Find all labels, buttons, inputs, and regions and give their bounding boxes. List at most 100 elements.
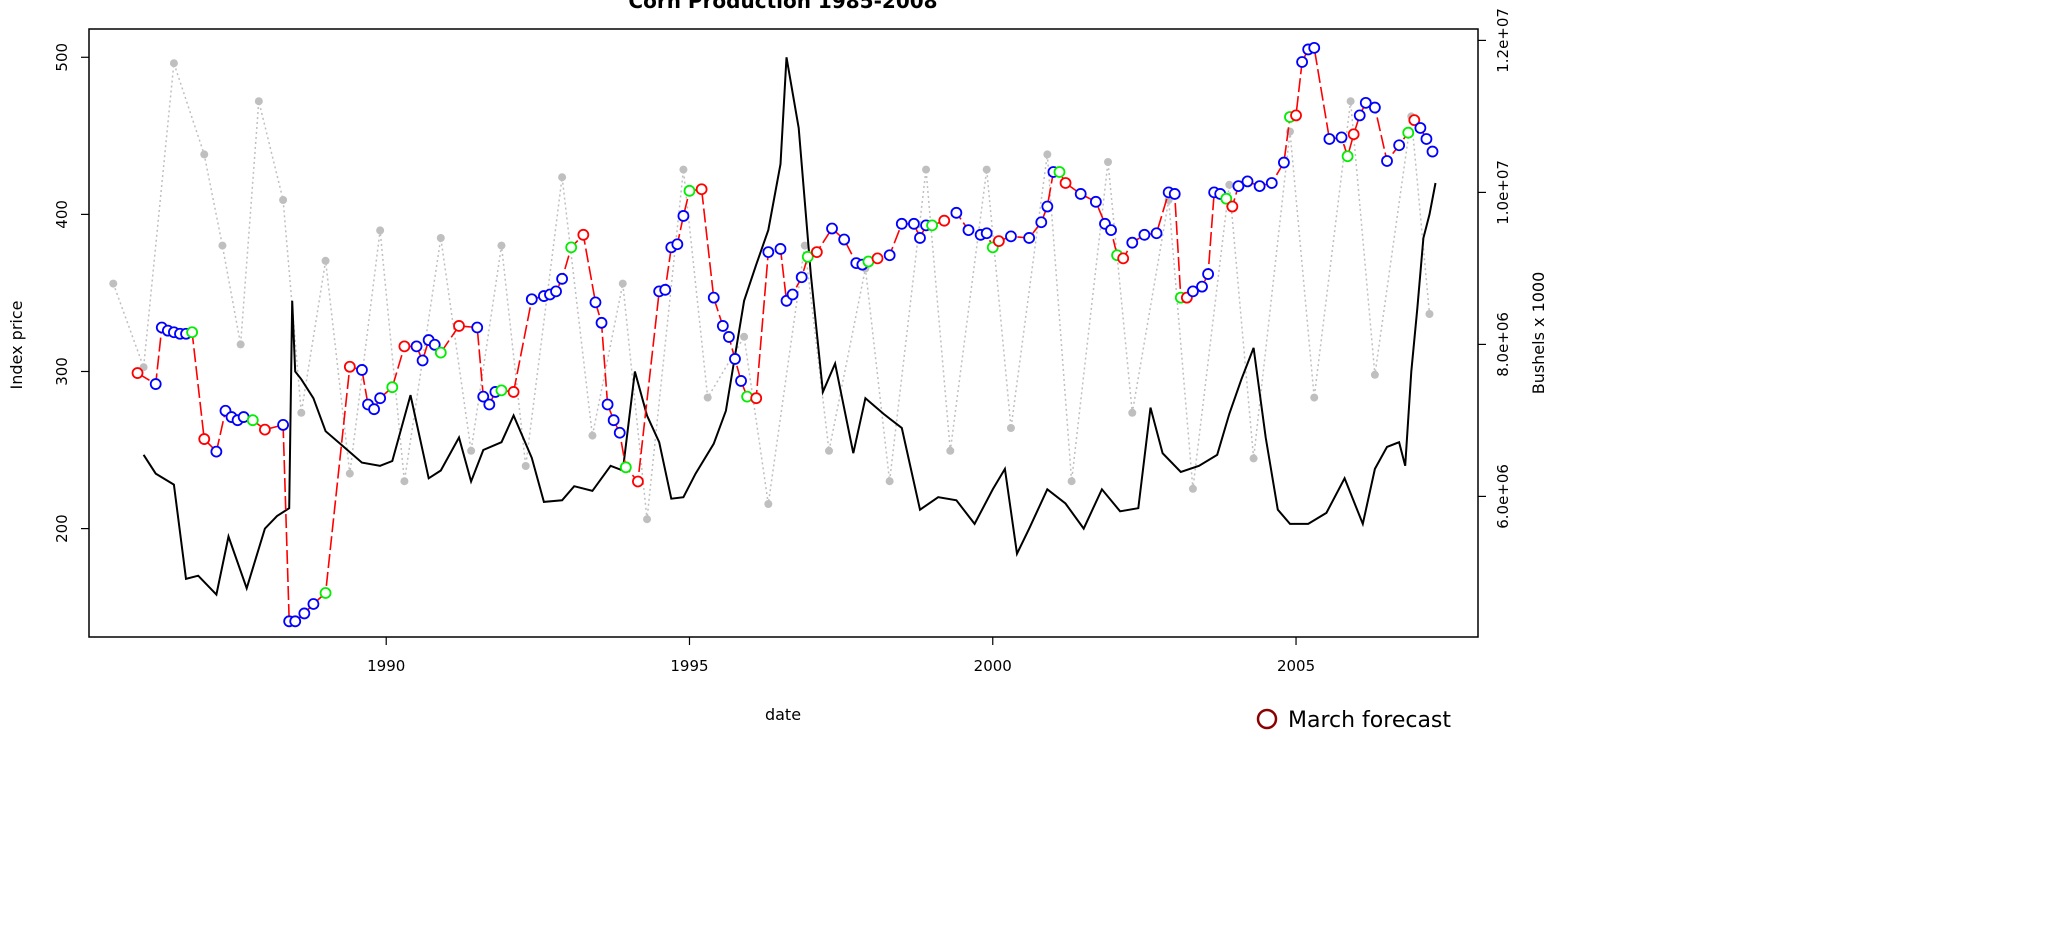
- forecast-point-blue: [1126, 236, 1139, 249]
- forecast-point-green: [683, 184, 696, 197]
- forecast-point-blue: [1253, 180, 1266, 193]
- production-point: [1043, 150, 1052, 159]
- forecast-point-blue: [1368, 101, 1381, 114]
- forecast-point-blue: [1202, 268, 1214, 280]
- forecast-point-blue: [908, 217, 920, 230]
- production-point: [345, 469, 354, 478]
- production-point: [254, 97, 263, 106]
- forecast-point-blue: [795, 271, 808, 284]
- y2-tick-label: 1.0e+07: [1494, 160, 1512, 225]
- production-point: [643, 515, 652, 524]
- forecast-point-red: [938, 214, 951, 227]
- legend-marker-march-forecast: [1256, 708, 1278, 730]
- forecast-point-blue: [483, 398, 496, 411]
- production-line: [112, 62, 1431, 520]
- forecast-point-blue: [149, 378, 162, 390]
- forecast-point-red: [695, 183, 708, 196]
- forecast-point-blue: [525, 293, 538, 306]
- production-point: [679, 165, 688, 174]
- forecast-point-blue: [838, 233, 851, 246]
- forecast-point-red: [577, 228, 590, 241]
- forecast-point-blue: [735, 375, 747, 387]
- forecast-point-blue: [1041, 200, 1054, 213]
- forecast-point-blue: [1005, 230, 1017, 243]
- forecast-point-blue: [677, 210, 690, 222]
- forecast-point-blue: [716, 320, 729, 332]
- forecast-point-red: [131, 367, 144, 379]
- forecast-point-green: [186, 326, 199, 339]
- forecast-point-red: [453, 320, 465, 332]
- price-line: [142, 57, 1437, 597]
- production-point: [703, 393, 712, 402]
- x-tick-label: 2005: [1277, 657, 1315, 675]
- forecast-point-blue: [277, 419, 289, 431]
- forecast-point-blue: [1414, 122, 1427, 134]
- production-point: [1370, 370, 1379, 379]
- forecast-point-blue: [671, 238, 684, 251]
- forecast-point-blue: [1023, 232, 1036, 244]
- forecast-point-blue: [1335, 131, 1348, 144]
- forecast-point-red: [343, 360, 356, 373]
- axes: 1990 1995 2000 2005 200 300 400 500 6.0e+06 8.0e+…: [53, 8, 1512, 675]
- production-point: [588, 431, 597, 440]
- production-point: [321, 256, 330, 265]
- y-tick-label: 400: [53, 200, 71, 229]
- y-tick-label: 200: [53, 514, 71, 543]
- forecast-point-red: [507, 386, 520, 398]
- y2-tick-label: 6.0e+06: [1494, 464, 1512, 529]
- forecast-point-blue: [962, 224, 975, 236]
- forecast-point-green: [926, 219, 939, 232]
- x-tick-label: 1995: [670, 657, 708, 675]
- forecast-point-red: [632, 475, 644, 488]
- forecast-point-green: [1053, 166, 1066, 178]
- legend-label-march-forecast: March forecast: [1288, 708, 1451, 733]
- forecast-point-blue: [1150, 227, 1163, 240]
- forecast-point-blue: [1232, 180, 1245, 193]
- forecast-point-blue: [980, 227, 993, 240]
- production-point: [200, 150, 209, 159]
- forecast-point-blue: [1074, 188, 1087, 200]
- forecast-point-blue: [1265, 177, 1278, 189]
- plot-area: [109, 41, 1439, 628]
- production-point: [922, 165, 931, 174]
- forecast-point-blue: [601, 398, 614, 411]
- forecast-point-green: [619, 461, 632, 474]
- production-point: [800, 241, 809, 250]
- forecast-point-blue: [762, 246, 775, 258]
- forecast-point-blue: [1196, 280, 1208, 293]
- forecast-point-blue: [368, 403, 380, 416]
- forecast-point-blue: [914, 232, 926, 244]
- production-point: [169, 59, 178, 68]
- forecast-point-blue: [774, 243, 787, 255]
- forecast-point-blue: [477, 390, 490, 403]
- forecast-point-green: [1402, 126, 1415, 139]
- x-axis-title: date: [765, 705, 801, 724]
- legend: March forecast: [1256, 708, 1451, 733]
- production-point: [1067, 477, 1076, 486]
- production-point: [1104, 158, 1113, 166]
- production-point: [558, 173, 567, 182]
- forecast-point-blue: [723, 331, 735, 343]
- forecast-point-blue: [607, 414, 620, 427]
- production-point: [1346, 97, 1355, 106]
- forecast-point-red: [750, 392, 763, 405]
- forecast-point-green: [801, 250, 814, 263]
- production-point: [1225, 180, 1234, 189]
- forecast-point-blue: [307, 598, 320, 610]
- y-tick-label: 500: [53, 43, 71, 72]
- forecast-point-green: [386, 381, 399, 394]
- forecast-point-blue: [1241, 175, 1254, 188]
- forecast-point-blue: [729, 353, 741, 365]
- forecast-point-blue: [895, 217, 908, 230]
- forecast-point-blue: [1393, 139, 1406, 152]
- forecast-point-blue: [1138, 228, 1151, 241]
- production-point: [1188, 484, 1197, 493]
- forecast-point-blue: [289, 615, 302, 628]
- forecast-point-blue: [1035, 216, 1048, 229]
- production-point: [946, 446, 955, 455]
- y2-axis-title: Bushels x 1000: [1529, 272, 1548, 395]
- forecast-point-blue: [374, 392, 387, 405]
- forecast-point-blue: [1278, 156, 1290, 169]
- production-point: [885, 477, 894, 486]
- forecast-point-blue: [1420, 133, 1433, 145]
